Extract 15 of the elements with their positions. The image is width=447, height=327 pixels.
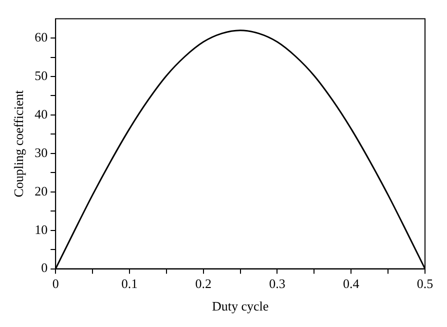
- y-tick-label: 20: [34, 183, 48, 198]
- x-tick-label: 0.5: [416, 276, 434, 292]
- x-tick-label: 0.4: [342, 276, 360, 292]
- x-tick-label: 0.3: [269, 276, 286, 292]
- x-tick-label: 0.2: [195, 276, 212, 292]
- x-tick-label: 0: [52, 276, 59, 292]
- y-tick-label: 40: [34, 106, 48, 122]
- y-axis-title: Coupling coefficient: [11, 90, 26, 198]
- y-tick-label: 60: [34, 29, 48, 44]
- y-tick-label: 50: [34, 68, 48, 83]
- y-tick-label: 0: [41, 260, 48, 276]
- y-tick-label: 30: [34, 144, 48, 160]
- x-tick-label: 0.1: [121, 276, 138, 292]
- y-tick-label: 10: [34, 222, 48, 237]
- x-axis-title: Duty cycle: [212, 298, 269, 314]
